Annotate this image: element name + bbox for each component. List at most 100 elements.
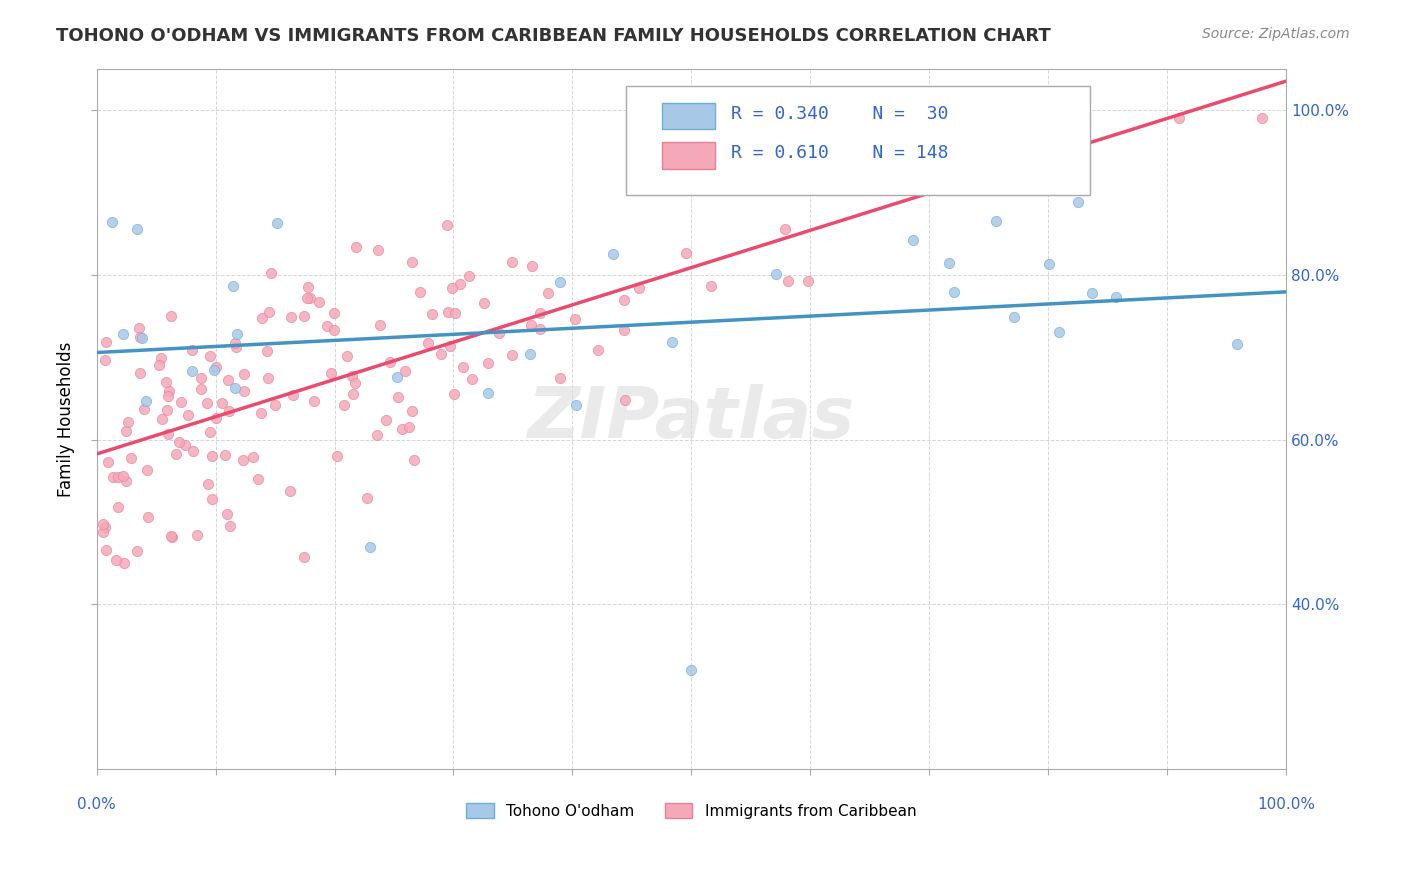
Point — [112, 556, 135, 570]
Point — [378, 355, 401, 369]
Point — [700, 278, 723, 293]
Point — [246, 473, 269, 487]
Point — [91, 524, 114, 539]
Point — [165, 448, 187, 462]
Point — [519, 347, 541, 361]
Text: R = 0.610    N = 148: R = 0.610 N = 148 — [731, 145, 948, 162]
Point — [627, 281, 650, 295]
Point — [222, 279, 245, 293]
Point — [167, 434, 190, 449]
Point — [112, 326, 135, 341]
Point — [201, 450, 224, 464]
Point — [1038, 257, 1060, 271]
Point — [217, 508, 239, 522]
Point — [1067, 195, 1090, 210]
Point — [453, 359, 475, 374]
Point — [529, 322, 551, 336]
Text: 0.0%: 0.0% — [77, 797, 117, 813]
Point — [903, 233, 925, 247]
Point — [120, 451, 142, 466]
Point — [97, 454, 120, 468]
Point — [94, 542, 117, 557]
Point — [264, 398, 287, 412]
Point — [602, 246, 624, 260]
Point — [1105, 290, 1128, 304]
Point — [359, 540, 381, 554]
Text: 100.0%: 100.0% — [1257, 797, 1315, 813]
Point — [128, 366, 150, 380]
Point — [256, 343, 278, 358]
Point — [1251, 111, 1274, 125]
Point — [564, 312, 586, 326]
Point — [205, 359, 228, 374]
Point — [292, 309, 315, 323]
Point — [125, 222, 148, 236]
Point — [232, 367, 254, 381]
Point — [128, 321, 150, 335]
Point — [94, 334, 117, 349]
Point — [91, 516, 114, 531]
Point — [398, 419, 420, 434]
Point — [501, 348, 523, 362]
Point — [180, 364, 202, 378]
Point — [249, 406, 271, 420]
Text: Source: ZipAtlas.com: Source: ZipAtlas.com — [1202, 27, 1350, 41]
Point — [259, 266, 281, 280]
Point — [344, 376, 367, 390]
Point — [214, 448, 236, 462]
Point — [439, 339, 461, 353]
Point — [374, 413, 396, 427]
Point — [148, 358, 170, 372]
Point — [336, 349, 359, 363]
Point — [661, 335, 683, 350]
Point — [1047, 325, 1070, 339]
Point — [449, 277, 471, 292]
Point — [520, 318, 543, 332]
Point — [177, 408, 200, 422]
Point — [242, 450, 264, 464]
FancyBboxPatch shape — [626, 86, 1090, 194]
Point — [156, 426, 179, 441]
Point — [94, 520, 117, 534]
Point — [280, 484, 302, 499]
Point — [156, 403, 179, 417]
Point — [190, 382, 212, 396]
Point — [773, 222, 796, 236]
Point — [94, 353, 117, 368]
Point — [675, 245, 697, 260]
Point — [409, 285, 432, 300]
Point — [233, 384, 256, 398]
Point — [280, 310, 302, 324]
Point — [302, 393, 325, 408]
Point — [135, 394, 157, 409]
Point — [232, 452, 254, 467]
Point — [107, 500, 129, 514]
Point — [613, 293, 636, 307]
Point — [224, 336, 246, 351]
Point — [225, 340, 247, 354]
Point — [401, 254, 423, 268]
Point — [112, 469, 135, 483]
Point — [198, 425, 221, 439]
Point — [385, 369, 408, 384]
Point — [366, 428, 388, 442]
Point — [440, 281, 463, 295]
Point — [550, 275, 572, 289]
Point — [136, 510, 159, 524]
Point — [529, 305, 551, 319]
Point — [205, 410, 228, 425]
Y-axis label: Family Households: Family Households — [58, 342, 75, 497]
Point — [586, 343, 609, 358]
Point — [477, 356, 499, 370]
Point — [797, 273, 820, 287]
Point — [180, 343, 202, 358]
Point — [458, 268, 481, 283]
Point — [488, 326, 510, 341]
Point — [186, 528, 208, 542]
Point — [778, 274, 800, 288]
Bar — [662, 103, 716, 129]
Point — [367, 243, 389, 257]
Point — [202, 363, 225, 377]
Point — [443, 387, 465, 401]
Point — [224, 381, 246, 395]
